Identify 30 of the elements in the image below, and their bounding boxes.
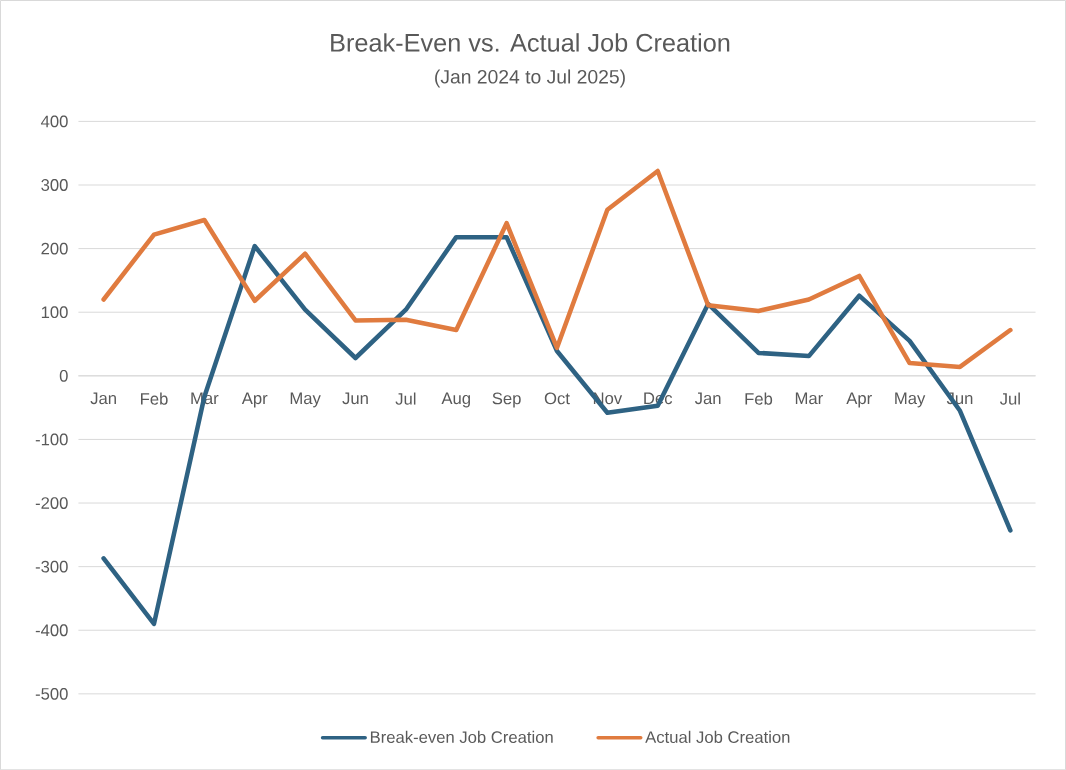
y-tick-label: -500 [35, 687, 68, 700]
y-tick-label: 200 [41, 242, 68, 255]
x-tick-label: May [290, 392, 321, 408]
y-tick-label: 400 [41, 115, 68, 128]
x-tick-label: Oct [544, 392, 570, 405]
x-tick-label: Jul [999, 392, 1020, 405]
legend-label: Actual Job Creation [645, 730, 790, 743]
x-tick-label: Jan [694, 392, 721, 405]
chart-title: Break-Even vs. Actual Job Creation [331, 33, 730, 52]
x-tick-label: Feb [745, 392, 773, 405]
x-tick-label: Mar [795, 392, 823, 405]
x-tick-label: Jun [342, 392, 368, 405]
y-tick-label: -200 [35, 497, 68, 509]
x-tick-label: Aug [441, 392, 470, 408]
y-tick-label: -400 [35, 624, 68, 637]
y-tick-label: -100 [35, 433, 68, 446]
chart-subtitle: (Jan 2024 to Jul 2025) [435, 69, 625, 88]
line-series [101, 168, 1013, 370]
legend-label: Break-even Job Creation [370, 730, 553, 743]
x-tick-label: May [895, 392, 926, 408]
x-tick-label: Sep [492, 392, 521, 408]
y-tick-label: 0 [59, 369, 68, 382]
x-tick-label: Jan [90, 392, 116, 405]
x-tick-label: Apr [846, 392, 872, 408]
y-tick-label: -300 [35, 560, 68, 573]
x-tick-label: Feb [141, 392, 168, 405]
x-tick-label: Jul [395, 392, 416, 405]
x-tick-label: Apr [241, 392, 268, 408]
y-tick-label: 100 [41, 306, 68, 318]
y-tick-label: 300 [41, 178, 68, 191]
